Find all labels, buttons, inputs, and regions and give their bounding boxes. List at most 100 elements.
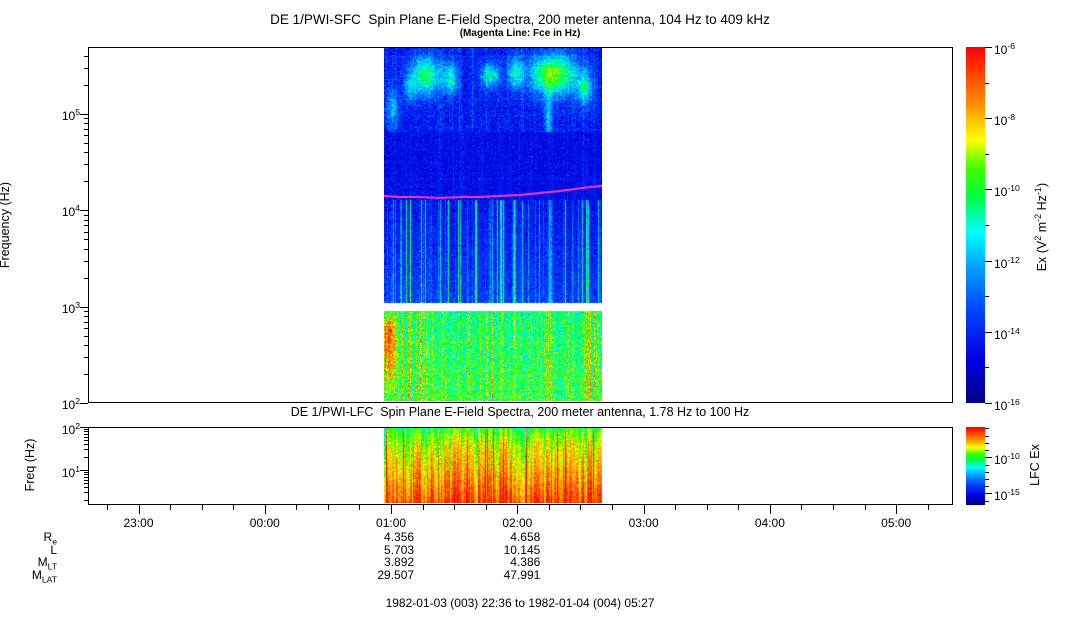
axis-tick xyxy=(84,492,88,493)
axis-tick xyxy=(80,210,88,211)
axis-tick xyxy=(233,505,234,510)
axis-tick xyxy=(84,472,88,473)
axis-tick xyxy=(84,437,88,438)
ephemeris-value: 3.892 xyxy=(384,555,415,569)
y-tick-label: 104 xyxy=(61,203,80,220)
ephemeris-value: 47.991 xyxy=(503,568,541,582)
axis-tick xyxy=(985,332,992,333)
axis-tick xyxy=(84,487,88,488)
axis-tick xyxy=(328,505,329,510)
axis-tick xyxy=(84,431,88,432)
axis-tick xyxy=(985,450,989,451)
colorbar-tick-label: 10-16 xyxy=(994,397,1020,413)
axis-tick xyxy=(985,428,989,429)
lfc-colorbar xyxy=(966,427,985,505)
axis-tick xyxy=(985,479,989,480)
axis-tick xyxy=(985,493,992,494)
axis-tick xyxy=(84,429,88,430)
axis-tick xyxy=(985,47,992,48)
x-tick-label: 05:00 xyxy=(881,516,912,530)
axis-tick xyxy=(985,486,989,487)
x-tick-label: 00:00 xyxy=(249,516,280,530)
colorbar-tick-label: 10-8 xyxy=(994,112,1016,129)
axis-tick xyxy=(80,114,88,115)
axis-tick xyxy=(644,505,645,514)
axis-tick xyxy=(985,118,992,119)
axis-tick xyxy=(985,403,992,404)
axis-tick xyxy=(80,403,88,404)
axis-tick xyxy=(84,449,88,450)
axis-tick xyxy=(985,296,989,297)
axis-tick xyxy=(985,457,992,458)
axis-tick xyxy=(84,129,88,130)
axis-tick xyxy=(84,215,88,216)
footer-date-range: 1982-01-03 (003) 22:36 to 1982-01-04 (00… xyxy=(385,596,655,610)
y-tick-label: 103 xyxy=(61,299,80,316)
axis-tick xyxy=(359,505,360,510)
axis-tick xyxy=(84,345,88,346)
axis-tick xyxy=(517,505,518,514)
axis-tick xyxy=(170,505,171,510)
y-tick-label: 102 xyxy=(61,396,80,412)
ephemeris-row-label: Re xyxy=(43,530,57,547)
axis-tick xyxy=(833,505,834,510)
axis-tick xyxy=(84,480,88,481)
axis-tick xyxy=(985,154,989,155)
axis-tick xyxy=(80,427,88,428)
axis-tick xyxy=(985,472,989,473)
axis-tick xyxy=(985,261,992,262)
axis-tick xyxy=(486,505,487,510)
axis-tick xyxy=(80,470,88,471)
axis-tick xyxy=(84,249,88,250)
ephemeris-value: 5.703 xyxy=(384,543,415,557)
axis-tick xyxy=(84,278,88,279)
axis-tick xyxy=(84,239,88,240)
axis-tick xyxy=(84,474,88,475)
colorbar-tick-label: 10-12 xyxy=(994,254,1020,271)
axis-tick xyxy=(84,444,88,445)
axis-tick xyxy=(985,367,989,368)
axis-tick xyxy=(84,311,88,312)
axis-tick xyxy=(84,500,88,501)
ephemeris-value: 29.507 xyxy=(377,568,415,582)
axis-tick xyxy=(139,505,140,514)
axis-tick xyxy=(84,225,88,226)
colorbar-tick-label: 10-15 xyxy=(994,487,1020,504)
axis-tick xyxy=(612,505,613,510)
axis-tick xyxy=(84,135,88,136)
axis-tick xyxy=(84,85,88,86)
axis-tick xyxy=(84,123,88,124)
axis-tick xyxy=(985,83,989,84)
axis-tick xyxy=(896,505,897,514)
colorbar-tick-label: 10-10 xyxy=(994,183,1020,200)
subtitle-magenta-note: (Magenta Line: Fce in Hz) xyxy=(459,28,581,39)
sfc-spectrogram-canvas xyxy=(384,48,602,401)
x-tick-label: 03:00 xyxy=(628,516,659,530)
axis-tick xyxy=(84,434,88,435)
axis-tick xyxy=(84,56,88,57)
axis-tick xyxy=(985,443,989,444)
axis-tick xyxy=(454,505,455,510)
axis-tick xyxy=(928,505,929,510)
y-tick-label: 105 xyxy=(61,107,80,123)
axis-tick xyxy=(770,505,771,514)
axis-tick xyxy=(84,328,88,329)
lfc-spectrogram-canvas xyxy=(384,428,602,503)
ephemeris-value: 4.356 xyxy=(384,530,415,544)
axis-tick xyxy=(801,505,802,510)
colorbar-tick-label: 10-14 xyxy=(994,325,1020,342)
axis-tick xyxy=(84,322,88,323)
axis-tick xyxy=(84,336,88,337)
axis-tick xyxy=(84,68,88,69)
axis-tick xyxy=(265,505,266,514)
axis-tick xyxy=(985,465,989,466)
x-tick-label: 04:00 xyxy=(754,516,785,530)
axis-tick xyxy=(985,436,989,437)
axis-tick xyxy=(738,505,739,510)
axis-tick xyxy=(84,440,88,441)
y-tick-label: 102 xyxy=(61,421,80,437)
ephemeris-value: 4.386 xyxy=(510,555,541,569)
